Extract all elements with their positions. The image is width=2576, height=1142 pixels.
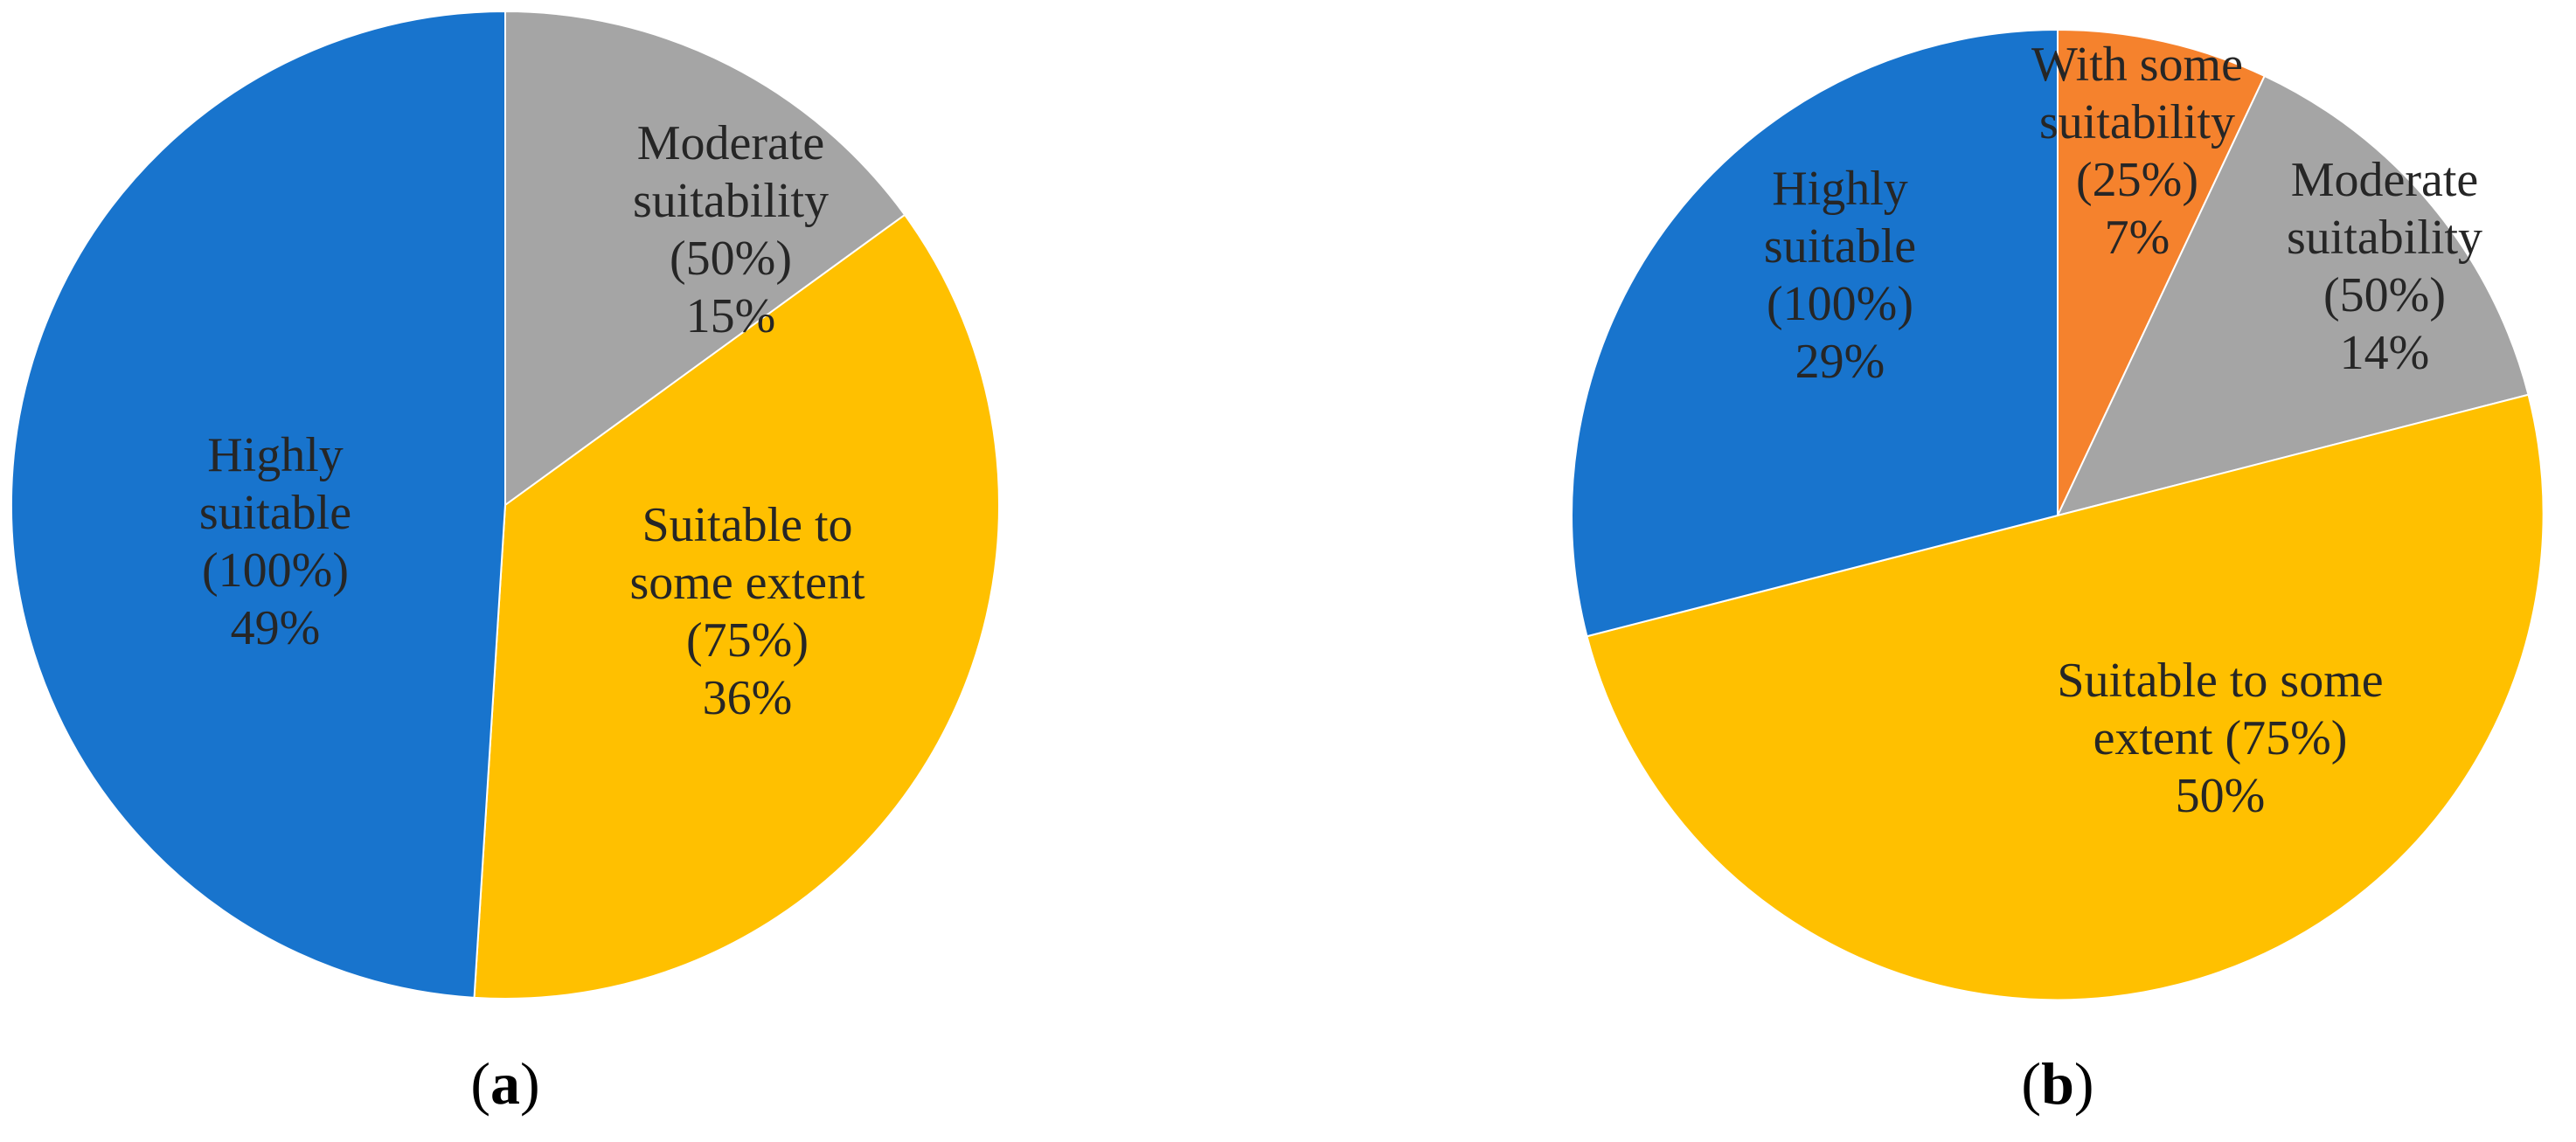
panel-caption-b: (b) [2021, 1050, 2093, 1117]
slice-label-highly-suitable: Highly suitable (100%) 29% [1764, 162, 1916, 389]
panel-caption-a: (a) [470, 1050, 539, 1117]
slice-label-suitable-to-some-extent: Suitable to some extent (75%) 50% [2057, 654, 2383, 823]
pie-chart-a: Moderate suitability (50%) 15% Suitable to so… [10, 10, 1000, 1000]
slice-label-highly-suitable: Highly suitable (100%) 49% [199, 428, 351, 655]
slice-label-moderate-suitability: Moderate suitability (50%) 15% [633, 116, 829, 343]
slice-label-with-some-suitability: With some suitability (25%) 7% [2031, 38, 2243, 265]
pie-slice-with-some-suitability [2057, 28, 2267, 516]
pie-slice-highly-suitable [1571, 28, 2059, 638]
slice-label-suitable-to-some-extent: Suitable to some extent (75%) 36% [629, 498, 864, 725]
pie-slice-highly-suitable [10, 10, 506, 999]
pie-slice-moderate-suitability [2056, 74, 2530, 517]
pie-slice-suitable-to-some-extent [473, 213, 1000, 1000]
pie-chart-b: With some suitability (25%) 7%Moderate suita… [1571, 28, 2545, 1001]
pie-slice-moderate-suitability [504, 10, 906, 507]
slice-label-moderate-suitability: Moderate suitability (50%) 14% [2287, 153, 2482, 380]
pie-slice-suitable-to-some-extent [1586, 393, 2545, 1001]
